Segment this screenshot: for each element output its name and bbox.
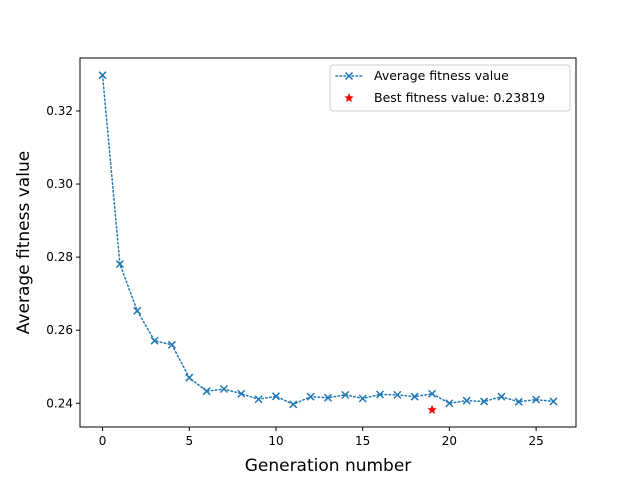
- average-fitness-point: [237, 389, 246, 398]
- x-tick-label: 5: [185, 434, 193, 448]
- legend-entry-average: Average fitness value: [374, 68, 509, 83]
- legend-x-marker: [344, 71, 354, 81]
- x-axis-label: Generation number: [245, 456, 412, 476]
- y-tick-label: 0.30: [46, 177, 73, 191]
- average-fitness-point: [445, 399, 454, 408]
- legend: Average fitness value Best fitness value…: [329, 64, 571, 112]
- x-tick-label: 15: [355, 434, 370, 448]
- average-fitness-point: [271, 392, 281, 401]
- average-fitness-point: [341, 390, 350, 399]
- average-fitness-point: [115, 260, 124, 269]
- average-fitness-point: [289, 400, 298, 409]
- average-fitness-point: [306, 392, 315, 401]
- y-tick-label: 0.32: [46, 104, 73, 118]
- y-axis-ticks: 0.24 0.26 0.28 0.30 0.32: [46, 104, 80, 410]
- average-fitness-point: [480, 397, 489, 406]
- average-fitness-point: [462, 396, 471, 405]
- average-fitness-point: [323, 393, 333, 402]
- average-fitness-point: [133, 306, 142, 315]
- average-fitness-point: [167, 340, 176, 349]
- average-fitness-point: [254, 395, 263, 404]
- average-fitness-point: [358, 394, 367, 403]
- y-tick-label: 0.26: [46, 323, 73, 337]
- x-tick-label: 10: [268, 434, 283, 448]
- plot-area: [79, 57, 577, 428]
- x-tick-label: 0: [99, 434, 107, 448]
- legend-star-marker: [344, 93, 354, 103]
- legend-box: [329, 64, 571, 112]
- average-fitness-point: [549, 397, 558, 406]
- average-fitness-point: [532, 395, 541, 404]
- average-fitness-point: [375, 390, 385, 399]
- legend-symbols: [335, 71, 363, 103]
- x-tick-label: 25: [528, 434, 543, 448]
- average-fitness-point: [514, 397, 523, 406]
- x-tick-label: 20: [442, 434, 457, 448]
- y-tick-label: 0.28: [46, 250, 73, 264]
- y-axis-label: Average fitness value: [14, 151, 34, 334]
- x-axis-ticks: 0 5 10 15 20 25: [99, 427, 544, 448]
- average-fitness-point: [497, 392, 506, 401]
- average-fitness-point: [428, 389, 437, 398]
- legend-entry-best: Best fitness value: 0.23819: [374, 90, 545, 105]
- best-fitness-point: [427, 404, 437, 414]
- average-fitness-point: [393, 390, 402, 399]
- average-fitness-point: [98, 71, 107, 80]
- y-tick-label: 0.24: [46, 396, 73, 410]
- series-layer: [98, 71, 558, 414]
- average-fitness-point: [185, 373, 194, 382]
- average-fitness-point: [150, 336, 159, 345]
- average-fitness-point: [219, 384, 228, 394]
- average-fitness-point: [202, 387, 211, 396]
- average-fitness-point: [410, 392, 419, 401]
